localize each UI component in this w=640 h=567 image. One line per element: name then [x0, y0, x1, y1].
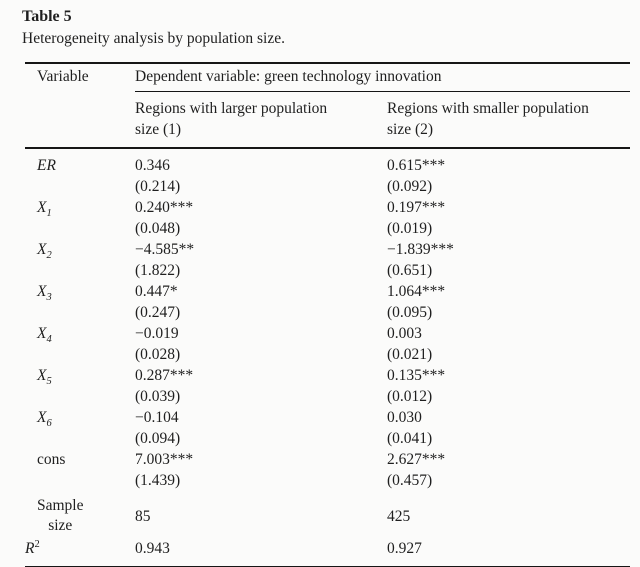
table-row-sample-size: Sample size 85 425	[25, 491, 630, 536]
variable-label-empty	[25, 344, 135, 365]
table-row-x2-se: (1.822) (0.651)	[25, 260, 630, 281]
table-row-x2-coef: X2 −4.585** −1.839***	[25, 239, 630, 262]
se-col1: (1.822)	[135, 262, 181, 279]
se-col1: (0.247)	[135, 304, 181, 321]
table-row-x5-se: (0.039) (0.012)	[25, 386, 630, 407]
variable-label: cons	[37, 451, 66, 468]
coefficient-col1: 0.287***	[135, 367, 194, 384]
table-row-x1-coef: X1 0.240*** 0.197***	[25, 197, 630, 220]
variable-label: X6	[37, 409, 52, 430]
se-col1: (0.094)	[135, 430, 181, 447]
se-col1: (0.048)	[135, 220, 181, 237]
column-header-larger-line1: Regions with larger population	[135, 100, 328, 117]
variable-label: X2	[37, 241, 52, 262]
column-header-dependent-variable: Dependent variable: green technology inn…	[135, 63, 631, 92]
se-col2: (0.012)	[387, 388, 433, 405]
coefficient-col1: 7.003***	[135, 451, 194, 468]
se-col2: (0.457)	[387, 472, 433, 489]
coefficient-col2: 1.064***	[387, 283, 446, 300]
se-col2: (0.095)	[387, 304, 433, 321]
coefficient-col2: 0.003	[387, 325, 422, 342]
se-col2: (0.092)	[387, 178, 433, 195]
header-row-dependent: Variable Dependent variable: green techn…	[25, 63, 631, 92]
table-row-x4-coef: X4 −0.019 0.003	[25, 323, 630, 346]
se-col1: (0.214)	[135, 178, 181, 195]
variable-label-empty	[25, 176, 135, 197]
coefficient-col2: 0.135***	[387, 367, 446, 384]
table-row-x5-coef: X5 0.287*** 0.135***	[25, 365, 630, 388]
table-caption: Heterogeneity analysis by population siz…	[22, 30, 286, 47]
se-col1: (0.028)	[135, 346, 181, 363]
variable-label-empty	[25, 302, 135, 323]
variable-label: X4	[37, 325, 52, 346]
table-title: Table 5	[22, 8, 72, 25]
table-row-cons-se: (1.439) (0.457)	[25, 470, 630, 491]
table-row-er-coef: ER 0.346 0.615***	[25, 147, 631, 176]
header-row-groups: Regions with larger population size (1) …	[25, 92, 630, 149]
column-header-larger-population: Regions with larger population size (1)	[135, 92, 387, 149]
stat-label-sample-size: Sample size	[37, 497, 84, 534]
coefficient-col1: 0.240***	[135, 199, 194, 216]
coefficient-col1: −4.585**	[135, 241, 195, 258]
coefficient-col2: 0.615***	[387, 147, 631, 176]
table-row-r-squared: R2 0.943 0.927	[25, 536, 630, 567]
column-header-variable: Variable	[37, 68, 89, 85]
coefficient-col1: 0.346	[135, 147, 387, 176]
coefficient-col2: 0.197***	[387, 199, 446, 216]
variable-label: ER	[25, 147, 135, 176]
column-header-smaller-line2: size (2)	[387, 121, 434, 138]
column-header-smaller-population: Regions with smaller population size (2)	[387, 92, 630, 149]
se-col2: (0.021)	[387, 346, 433, 363]
se-col1: (1.439)	[135, 472, 181, 489]
stat-label-r-squared: R2	[25, 538, 40, 557]
column-header-larger-line2: size (1)	[135, 121, 182, 138]
variable-label-empty	[25, 428, 135, 449]
variable-label-empty	[25, 260, 135, 281]
sample-size-col1: 85	[135, 507, 151, 525]
table-row-x3-se: (0.247) (0.095)	[25, 302, 630, 323]
variable-label-empty	[25, 470, 135, 491]
column-header-smaller-line1: Regions with smaller population	[387, 100, 589, 117]
coefficient-col2: 0.030	[387, 409, 422, 426]
se-col1: (0.039)	[135, 388, 181, 405]
coefficient-col1: 0.447*	[135, 283, 178, 300]
table-row-x4-se: (0.028) (0.021)	[25, 344, 630, 365]
table-row-cons-coef: cons 7.003*** 2.627***	[25, 449, 630, 470]
coefficient-col2: −1.839***	[387, 241, 454, 258]
variable-label-empty	[25, 386, 135, 407]
sample-size-col2: 425	[387, 507, 411, 525]
variable-label: X5	[37, 367, 52, 388]
coefficient-col2: 2.627***	[387, 451, 446, 468]
se-col2: (0.041)	[387, 430, 433, 447]
table-row-x3-coef: X3 0.447* 1.064***	[25, 281, 630, 304]
se-col2: (0.019)	[387, 220, 433, 237]
regression-table: Variable Dependent variable: green techn…	[25, 62, 631, 567]
variable-label: X1	[37, 199, 52, 220]
r-squared-col2: 0.927	[387, 540, 422, 557]
table-row-x6-se: (0.094) (0.041)	[25, 428, 630, 449]
table-row-er-se: (0.214) (0.092)	[25, 176, 630, 197]
variable-label: X3	[37, 283, 52, 304]
variable-label-empty	[25, 218, 135, 239]
coefficient-col1: −0.019	[135, 325, 179, 342]
table-row-x6-coef: X6 −0.104 0.030	[25, 407, 630, 430]
se-col2: (0.651)	[387, 262, 433, 279]
r-squared-col1: 0.943	[135, 540, 170, 557]
table-row-x1-se: (0.048) (0.019)	[25, 218, 630, 239]
coefficient-col1: −0.104	[135, 409, 179, 426]
